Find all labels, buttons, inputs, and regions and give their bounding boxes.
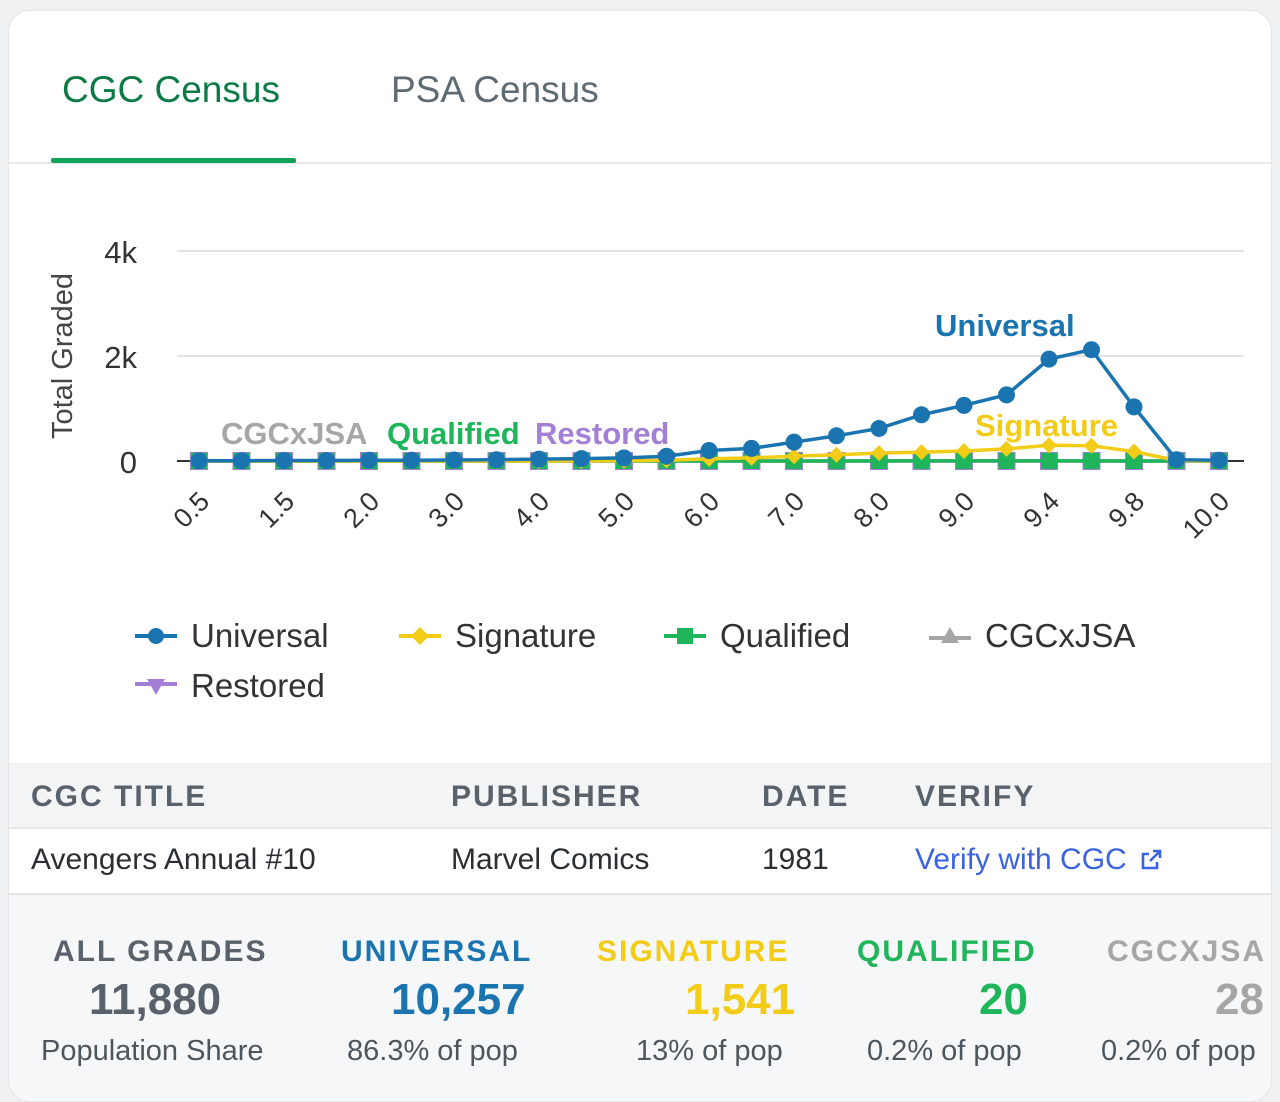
point-universal <box>701 442 718 459</box>
legend-item-signature[interactable]: Signature <box>399 617 596 655</box>
cell-date: 1981 <box>762 843 829 877</box>
series-label-qualified: Qualified <box>387 416 520 451</box>
x-tick-label: 9.8 <box>1102 486 1150 534</box>
legend-label-restored: Restored <box>191 667 325 705</box>
x-tick-label: 8.0 <box>847 486 895 534</box>
stat-share: 13% of pop <box>636 1035 783 1068</box>
legend-restored-marker-icon <box>135 676 177 696</box>
x-tick-label: 1.5 <box>252 486 300 534</box>
x-tick-label: 9.0 <box>932 486 980 534</box>
legend-label-qualified: Qualified <box>720 617 850 655</box>
point-universal <box>573 450 590 467</box>
point-universal <box>488 451 505 468</box>
stat-share: 0.2% of pop <box>867 1035 1022 1068</box>
active-tab-indicator <box>51 158 296 163</box>
y-tick-label: 2k <box>104 340 137 375</box>
stat-value: 11,880 <box>89 975 221 1025</box>
legend-item-restored[interactable]: Restored <box>135 667 325 705</box>
legend-item-qualified[interactable]: Qualified <box>664 617 850 655</box>
stat-value: 10,257 <box>391 975 526 1025</box>
legend-item-universal[interactable]: Universal <box>135 617 329 655</box>
legend-label-universal: Universal <box>191 617 329 655</box>
point-universal <box>403 452 420 469</box>
legend-signature-marker-icon <box>399 626 441 646</box>
x-tick-label: 7.0 <box>762 486 810 534</box>
cell-title: Avengers Annual #10 <box>31 843 316 877</box>
point-universal <box>998 386 1015 403</box>
stat-label: UNIVERSAL <box>341 935 532 969</box>
tab-psa-census[interactable]: PSA Census <box>391 69 599 111</box>
point-universal <box>1211 452 1228 469</box>
point-universal <box>233 452 250 469</box>
series-label-signature: Signature <box>975 408 1118 443</box>
stat-label: CGCXJSA <box>1107 935 1266 969</box>
stat-label: SIGNATURE <box>597 935 789 969</box>
point-qualified <box>1041 453 1057 469</box>
x-tick-label: 0.5 <box>167 486 215 534</box>
cell-publisher: Marvel Comics <box>451 843 649 877</box>
point-universal <box>276 452 293 469</box>
stat-value: 28 <box>1215 975 1264 1025</box>
col-header-publisher: PUBLISHER <box>451 780 642 814</box>
x-tick-label: 2.0 <box>337 486 385 534</box>
table-header: CGC TITLE PUBLISHER DATE VERIFY <box>9 763 1271 829</box>
point-universal <box>318 452 335 469</box>
point-universal <box>1168 451 1185 468</box>
stat-value: 1,541 <box>685 975 795 1025</box>
col-header-title: CGC TITLE <box>31 780 207 814</box>
col-header-date: DATE <box>762 780 849 814</box>
point-universal <box>1126 398 1143 415</box>
legend-universal-marker-icon <box>135 626 177 646</box>
point-universal <box>913 406 930 423</box>
series-label-restored: Restored <box>535 416 669 451</box>
legend-qualified-marker-icon <box>664 626 706 646</box>
point-universal <box>1041 351 1058 368</box>
x-tick-label: 3.0 <box>422 486 470 534</box>
point-universal <box>191 452 208 469</box>
col-header-verify: VERIFY <box>915 780 1035 814</box>
point-universal <box>531 451 548 468</box>
stat-share: 86.3% of pop <box>347 1035 518 1068</box>
stat-label: ALL GRADES <box>53 935 267 969</box>
series-label-universal: Universal <box>935 308 1075 343</box>
legend-cgcxjsa-marker-icon <box>929 626 971 646</box>
x-tick-label: 4.0 <box>507 486 555 534</box>
point-universal <box>1083 341 1100 358</box>
x-tick-label: 10.0 <box>1177 486 1235 544</box>
point-universal <box>446 451 463 468</box>
y-tick-label: 4k <box>104 235 137 270</box>
grade-stats: ALL GRADES 11,880 Population Share UNIVE… <box>9 895 1271 1101</box>
x-tick-label: 9.4 <box>1017 486 1065 534</box>
y-tick-label: 0 <box>120 445 137 480</box>
stat-share: Population Share <box>41 1035 264 1068</box>
table-row: Avengers Annual #10 Marvel Comics 1981 V… <box>9 829 1271 895</box>
legend-label-cgcxjsa: CGCxJSA <box>985 617 1135 655</box>
point-universal <box>743 440 760 457</box>
point-universal <box>786 434 803 451</box>
point-universal <box>616 449 633 466</box>
x-tick-label: 5.0 <box>592 486 640 534</box>
point-universal <box>828 427 845 444</box>
point-universal <box>871 420 888 437</box>
verify-with-cgc-link[interactable]: Verify with CGC <box>915 843 1163 877</box>
y-axis-title: Total Graded <box>47 273 79 439</box>
x-tick-label: 6.0 <box>677 486 725 534</box>
stat-label: QUALIFIED <box>857 935 1037 969</box>
census-tabs: CGC Census PSA Census <box>9 11 1271 164</box>
point-qualified <box>1084 453 1100 469</box>
stat-share: 0.2% of pop <box>1101 1035 1256 1068</box>
verify-link-label: Verify with CGC <box>915 843 1127 877</box>
legend-label-signature: Signature <box>455 617 596 655</box>
point-universal <box>956 397 973 414</box>
point-universal <box>361 452 378 469</box>
stat-value: 20 <box>979 975 1028 1025</box>
external-link-icon <box>1139 848 1163 872</box>
census-line-chart: 0 2k 4k Total Graded 0.5 1.5 2.0 3.0 4.0 5.0 6.0 7.… <box>9 171 1271 611</box>
legend-item-cgcxjsa[interactable]: CGCxJSA <box>929 617 1135 655</box>
series-label-cgcxjsa: CGCxJSA <box>221 416 367 451</box>
tab-cgc-census[interactable]: CGC Census <box>62 69 280 111</box>
